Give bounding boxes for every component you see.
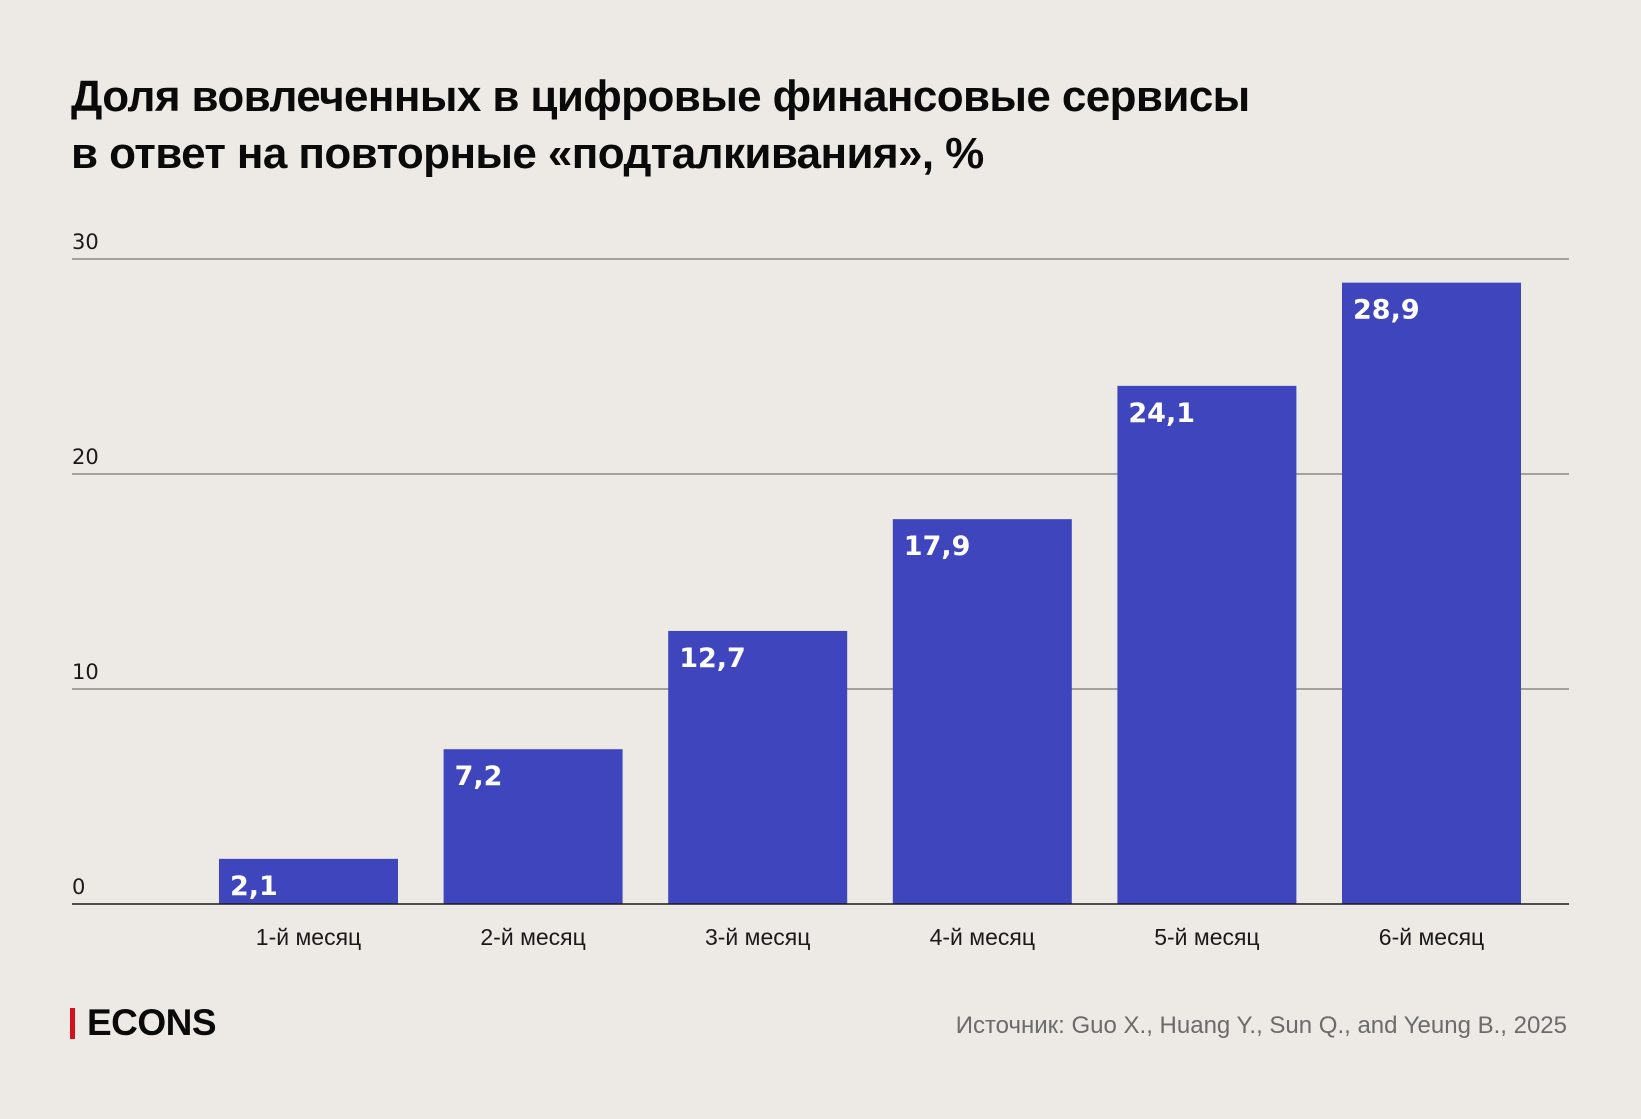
bar-value-label: 28,9: [1353, 295, 1420, 326]
bar-value-label: 7,2: [455, 761, 503, 792]
x-axis: 1-й месяц 2-й месяц 3-й месяц 4-й месяц 5-й …: [72, 903, 1569, 950]
econs-logo: ECONS: [70, 1002, 217, 1043]
bar: [1342, 282, 1521, 904]
x-tick-label: 6-й месяц: [1379, 924, 1484, 950]
chart-title-line-2: в ответ на повторные «подталкивания», %: [71, 129, 984, 178]
logo-text: ECONS: [87, 1002, 217, 1043]
y-tick-label: 30: [72, 230, 99, 254]
bars: 2,1 7,2 12,7 17,9 24,1 28,9: [219, 282, 1521, 905]
source-note: Источник: Guo X., Huang Y., Sun Q., and …: [955, 1012, 1567, 1039]
x-tick-label: 3-й месяц: [705, 924, 810, 950]
bar-value-label: 17,9: [904, 531, 971, 562]
bar-value-label: 24,1: [1128, 398, 1195, 429]
y-tick-label: 20: [72, 445, 99, 469]
logo-red-bar: [70, 1007, 75, 1039]
y-tick-label: 0: [72, 875, 85, 899]
chart-title-line-1: Доля вовлеченных в цифровые финансовые с…: [71, 72, 1250, 121]
chart-title: Доля вовлеченных в цифровые финансовые с…: [71, 68, 1471, 182]
bar: [892, 519, 1072, 904]
bar-chart: 0 10 20 30 2,1 7,2 12,7 17,9 24,1 28,9 1-й месяц…: [72, 230, 1569, 950]
bar: [443, 749, 623, 904]
bar: [219, 858, 398, 904]
x-tick-label: 4-й месяц: [930, 924, 1035, 950]
x-tick-label: 2-й месяц: [480, 924, 585, 950]
y-tick-label: 10: [72, 660, 99, 684]
x-tick-label: 1-й месяц: [256, 924, 361, 950]
bar-value-label: 12,7: [679, 643, 746, 674]
bar: [1117, 385, 1297, 905]
bar: [668, 630, 848, 904]
gridlines: 0 10 20 30: [72, 230, 1569, 899]
x-tick-label: 5-й месяц: [1154, 924, 1259, 950]
bar-value-label: 2,1: [230, 871, 278, 902]
